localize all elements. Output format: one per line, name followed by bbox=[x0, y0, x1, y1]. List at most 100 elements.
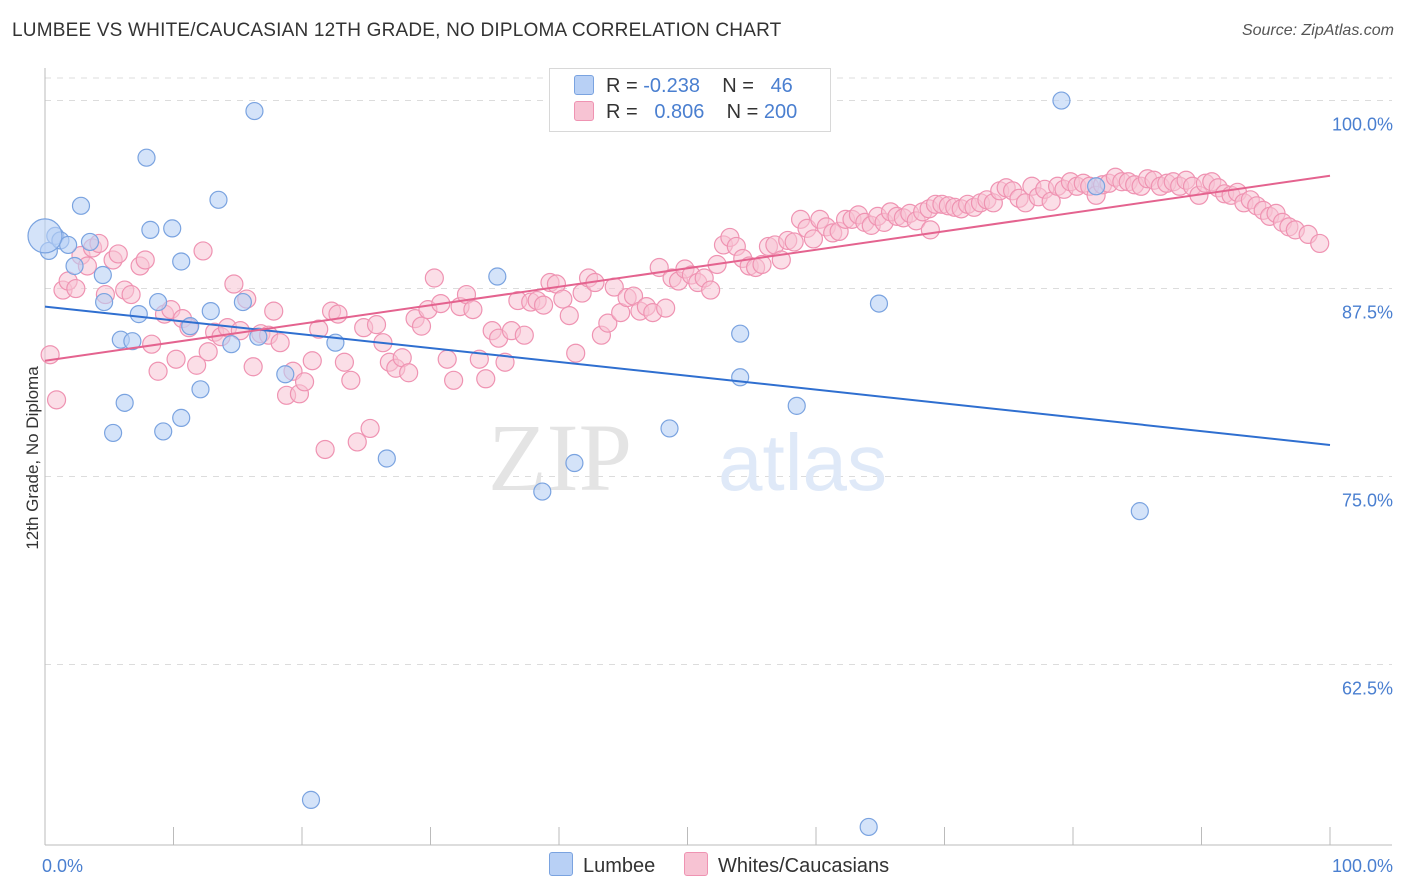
data-point-whites bbox=[270, 333, 290, 353]
data-point-lumbee bbox=[129, 305, 148, 324]
source-credit: Source: ZipAtlas.com bbox=[1241, 22, 1394, 39]
legend-r-label-whites: R = bbox=[606, 101, 638, 123]
y-axis-label: 12th Grade, No Diploma bbox=[23, 366, 42, 550]
data-point-lumbee bbox=[191, 380, 210, 399]
data-point-whites bbox=[495, 352, 515, 372]
data-point-lumbee bbox=[787, 396, 806, 415]
data-point-whites bbox=[752, 254, 772, 275]
data-point-lumbee bbox=[301, 790, 321, 809]
data-point-whites bbox=[553, 289, 573, 309]
legend-n-label-whites: N = bbox=[726, 101, 759, 123]
data-point-whites bbox=[148, 361, 168, 381]
data-point-whites bbox=[463, 300, 483, 320]
trend-line-whites bbox=[44, 174, 1331, 362]
data-point-lumbee bbox=[154, 422, 173, 441]
data-point-whites bbox=[411, 316, 432, 336]
data-point-whites bbox=[341, 370, 361, 390]
data-point-lumbee bbox=[233, 292, 252, 312]
data-point-lumbee bbox=[115, 393, 134, 412]
data-point-whites bbox=[66, 278, 86, 299]
data-point-whites bbox=[135, 250, 155, 270]
legend-n-value-lumbee: 46 bbox=[770, 75, 793, 97]
y-tick-label: 100.0% bbox=[1332, 115, 1393, 135]
data-point-lumbee bbox=[71, 196, 91, 215]
data-point-lumbee bbox=[137, 148, 156, 167]
data-point-lumbee bbox=[80, 232, 100, 252]
data-point-whites bbox=[166, 349, 186, 369]
data-point-lumbee bbox=[1087, 177, 1106, 196]
legend-r-label-lumbee: R = bbox=[606, 75, 638, 97]
data-point-whites bbox=[40, 345, 60, 365]
data-point-lumbee bbox=[172, 252, 191, 271]
data-point-whites bbox=[803, 229, 824, 249]
data-point-lumbee bbox=[859, 817, 878, 837]
data-point-whites bbox=[424, 268, 444, 288]
data-point-whites bbox=[309, 319, 329, 339]
data-point-lumbee bbox=[488, 267, 507, 286]
data-point-whites bbox=[399, 363, 419, 383]
data-point-whites bbox=[533, 295, 554, 315]
data-point-lumbee bbox=[104, 423, 123, 443]
data-point-whites bbox=[920, 220, 940, 240]
bottom-legend-label-whites: Whites/Caucasians bbox=[718, 855, 890, 877]
data-point-lumbee bbox=[1052, 91, 1071, 110]
data-point-whites bbox=[437, 349, 457, 369]
legend-row-whites: R = 0.806 N = 200 bbox=[574, 101, 797, 127]
data-point-lumbee bbox=[533, 482, 552, 501]
data-point-whites bbox=[121, 284, 141, 305]
watermark: ZIP atlas bbox=[488, 404, 887, 511]
data-point-lumbee bbox=[222, 335, 241, 354]
legend-swatch-whites bbox=[574, 101, 594, 121]
bottom-legend-whites: Whites/Caucasians bbox=[684, 852, 889, 878]
data-point-lumbee bbox=[172, 408, 191, 427]
data-point-lumbee bbox=[245, 101, 264, 121]
watermark-zip: ZIP bbox=[488, 404, 632, 511]
data-point-lumbee bbox=[201, 302, 220, 321]
data-point-whites bbox=[224, 274, 244, 294]
data-point-whites bbox=[302, 351, 322, 371]
data-point-lumbee bbox=[93, 265, 112, 285]
data-point-whites bbox=[1310, 233, 1330, 254]
data-point-lumbee bbox=[660, 419, 679, 438]
y-tick-label: 62.5% bbox=[1342, 679, 1393, 699]
chart-title: LUMBEE VS WHITE/CAUCASIAN 12TH GRADE, NO… bbox=[12, 20, 782, 41]
data-point-whites bbox=[187, 355, 207, 375]
legend-r-value-lumbee: -0.238 bbox=[643, 75, 700, 97]
legend-n-label-lumbee: N = bbox=[722, 75, 754, 97]
data-point-whites bbox=[334, 352, 355, 372]
data-point-whites bbox=[476, 369, 496, 389]
data-point-lumbee bbox=[249, 327, 268, 346]
trend-line-lumbee bbox=[44, 305, 1331, 446]
data-point-lumbee bbox=[565, 453, 584, 473]
data-point-whites bbox=[294, 372, 315, 392]
bottom-legend-label-lumbee: Lumbee bbox=[583, 855, 656, 877]
data-point-whites bbox=[264, 301, 284, 321]
data-point-lumbee bbox=[141, 220, 160, 239]
x-tick-label: 100.0% bbox=[1332, 856, 1393, 876]
data-point-lumbee bbox=[731, 368, 750, 387]
y-tick-label: 75.0% bbox=[1342, 491, 1393, 511]
legend-swatch-lumbee bbox=[574, 75, 594, 95]
data-point-lumbee bbox=[276, 365, 295, 384]
bottom-legend-swatch-whites bbox=[684, 852, 708, 876]
data-point-whites bbox=[656, 298, 676, 318]
data-point-lumbee bbox=[731, 324, 750, 343]
data-point-whites bbox=[193, 241, 213, 261]
data-point-lumbee bbox=[181, 317, 200, 336]
data-point-whites bbox=[566, 343, 586, 363]
legend-n-value-whites: 200 bbox=[763, 101, 798, 123]
data-point-whites bbox=[444, 370, 464, 390]
data-point-lumbee bbox=[148, 292, 168, 312]
data-point-lumbee bbox=[27, 218, 63, 254]
tick-labels: 62.5% 75.0% 87.5% 100.0% 0.0% 100.0% bbox=[42, 115, 1393, 876]
data-point-whites bbox=[46, 390, 67, 410]
axes bbox=[44, 68, 1392, 846]
trend-lines bbox=[44, 174, 1331, 446]
legend-row-lumbee: R = -0.238 N = 46 bbox=[574, 75, 793, 101]
data-point-whites bbox=[243, 357, 263, 377]
y-tick-label: 87.5% bbox=[1342, 303, 1393, 323]
data-point-lumbee bbox=[163, 219, 182, 238]
x-tick-label: 0.0% bbox=[42, 856, 83, 876]
data-point-lumbee bbox=[65, 256, 84, 276]
